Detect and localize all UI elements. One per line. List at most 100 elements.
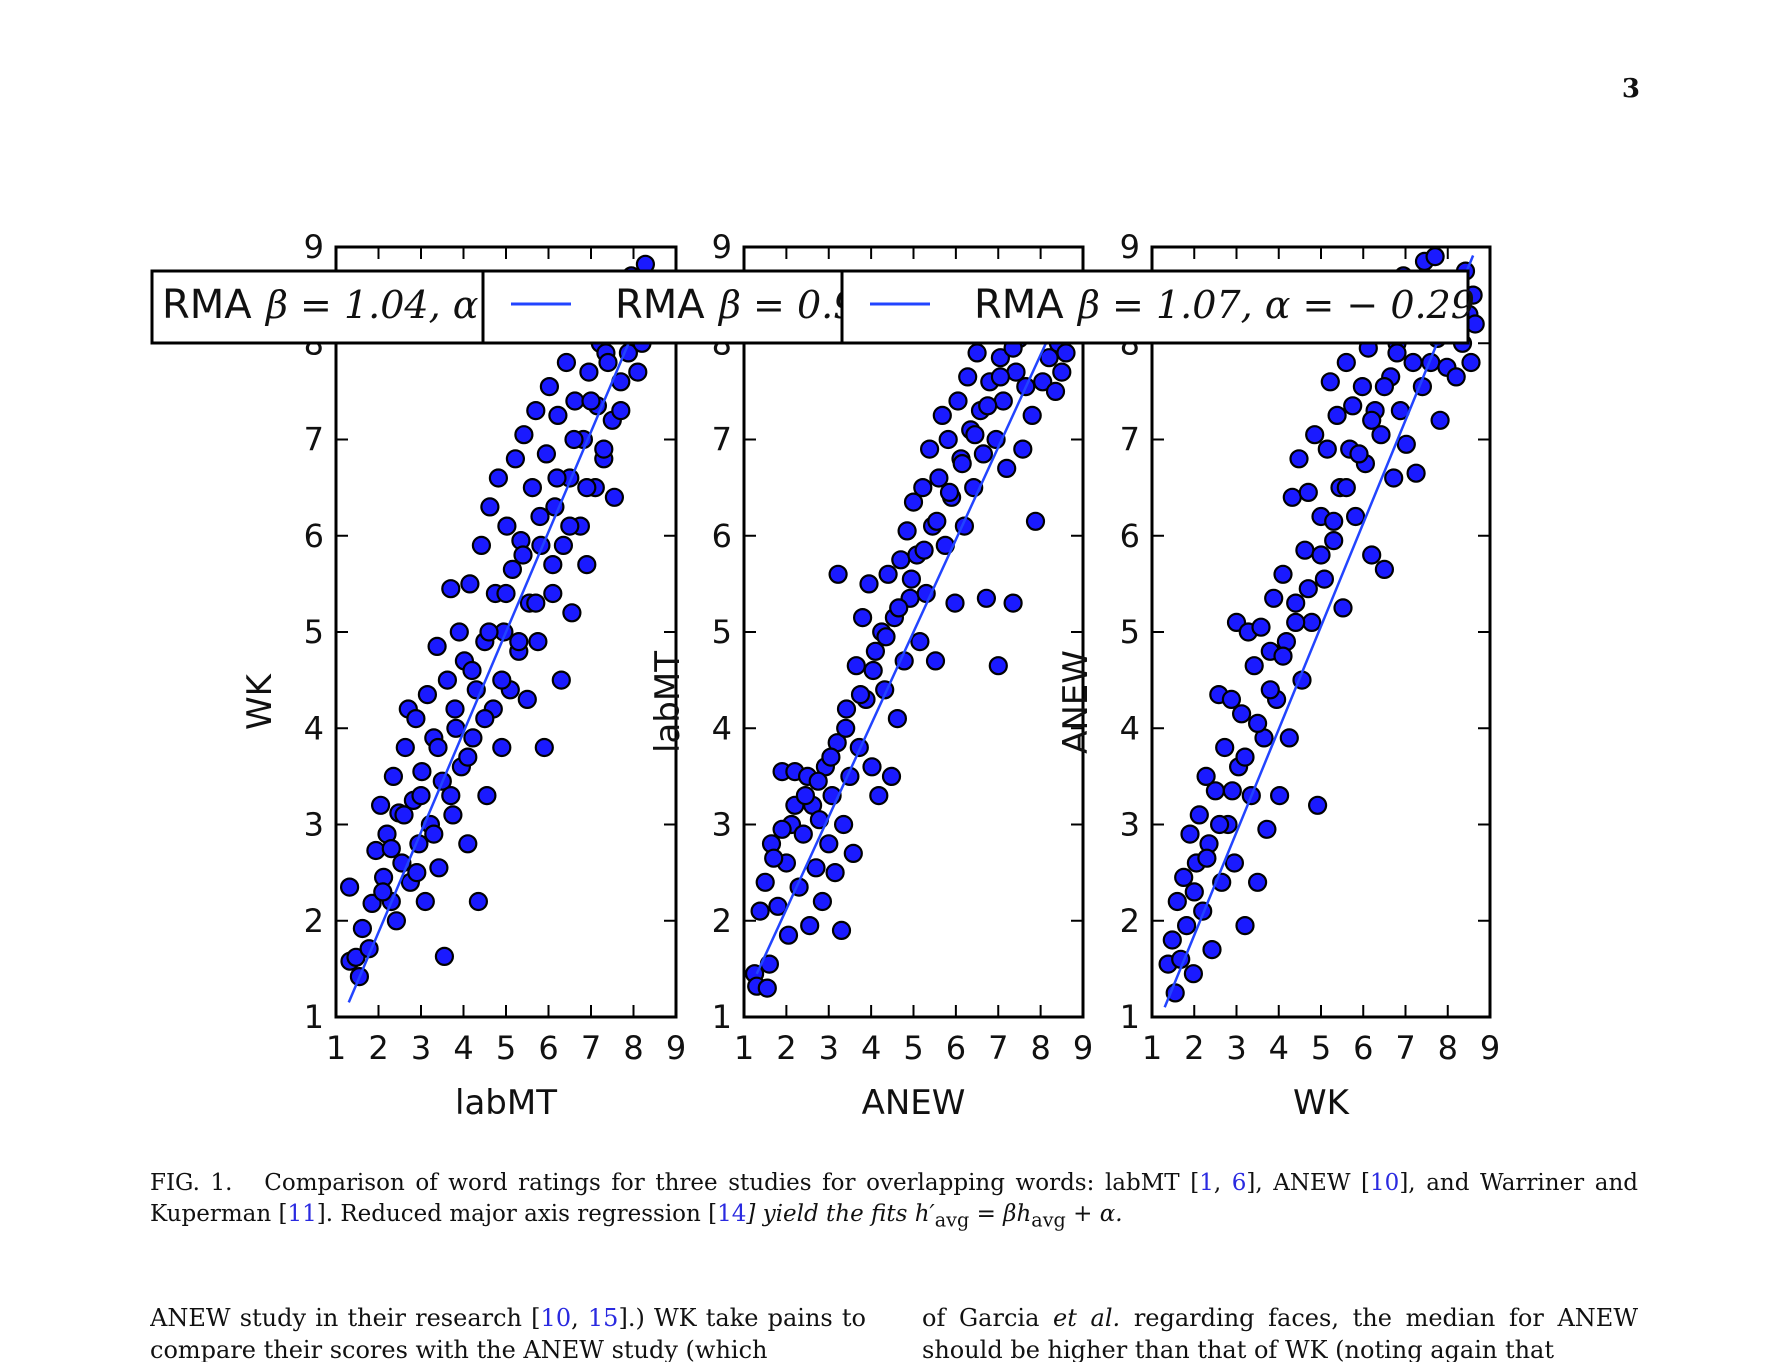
body-text: , <box>571 1304 588 1332</box>
scatter-point <box>997 458 1017 478</box>
scatter-point <box>990 348 1011 368</box>
scatter-point <box>913 478 933 498</box>
scatter-point <box>1305 425 1325 445</box>
legend-frame <box>150 269 494 345</box>
scatter-point <box>1406 463 1426 483</box>
scatter-point <box>1362 410 1382 430</box>
legend-math: β = 1.07, α = − 0.29 <box>1076 283 1475 327</box>
y-tick-label: 7 <box>1120 421 1140 459</box>
scatter-point <box>1282 487 1302 507</box>
scatter-point <box>366 840 386 861</box>
caption-label: FIG. 1. <box>150 1170 233 1196</box>
scatter-point <box>513 545 533 565</box>
scatter-point <box>468 891 488 912</box>
scatter-point <box>757 978 777 998</box>
scatter-point <box>340 877 360 897</box>
scatter-point <box>1279 728 1299 748</box>
scatter-point <box>910 631 930 652</box>
scatter-point <box>407 862 427 883</box>
scatter-point <box>952 454 972 474</box>
body-text-italic: et al. <box>1053 1304 1121 1332</box>
legend-math: β = 0.9 <box>717 283 857 327</box>
scatter-point <box>373 882 393 902</box>
x-tick-label: 9 <box>666 1029 686 1067</box>
scatter-point <box>543 583 563 604</box>
scatter-point <box>1215 737 1235 758</box>
scatter-point <box>497 516 517 536</box>
scatter-point <box>539 377 560 397</box>
caption-text: ] yield the fits h′ <box>746 1201 935 1227</box>
scatter-point <box>556 352 577 373</box>
scatter-point <box>939 482 960 502</box>
scatter-point <box>932 405 952 425</box>
scatter-point <box>889 598 909 618</box>
x-tick-label: 5 <box>1311 1029 1331 1067</box>
scatter-point <box>441 785 461 806</box>
page-number: 3 <box>1621 74 1640 104</box>
scatter-point <box>819 834 839 854</box>
legend-box-2: RMA β = 0.9 <box>481 269 857 345</box>
scatter-point <box>543 554 563 575</box>
scatter-point <box>1349 444 1369 464</box>
caption-text: = βh <box>969 1201 1032 1227</box>
scatter-point <box>878 564 898 584</box>
x-tick-label: 3 <box>1226 1029 1246 1067</box>
scatter-point <box>1222 781 1242 801</box>
scatter-point <box>1430 410 1450 430</box>
scatter-point <box>852 607 873 628</box>
scatter-point <box>1286 593 1306 613</box>
scatter-point <box>1205 781 1226 801</box>
scatter-point <box>1289 449 1309 469</box>
x-tick-label: 7 <box>581 1029 601 1067</box>
x-tick-label: 4 <box>1269 1029 1289 1067</box>
y-tick-label: 9 <box>304 228 324 266</box>
scatter-point <box>973 444 994 464</box>
citation-link[interactable]: 14 <box>717 1201 747 1227</box>
scatter-point <box>764 848 784 868</box>
caption-subscript: avg <box>1031 1208 1066 1232</box>
scatter-point <box>859 574 879 594</box>
scatter-point <box>1052 362 1072 382</box>
caption-text: ]. Reduced major axis regression [ <box>316 1201 718 1227</box>
scatter-point <box>808 771 828 791</box>
scatter-point <box>1345 506 1366 527</box>
scatter-point <box>1273 646 1293 666</box>
scatter-point <box>381 838 401 859</box>
scatter-point <box>1324 530 1344 551</box>
scatter-point <box>1251 617 1271 637</box>
scatter-point <box>833 814 854 835</box>
citation-link[interactable]: 6 <box>1231 1170 1247 1196</box>
scatter-point <box>352 918 372 939</box>
citation-link[interactable]: 10 <box>1370 1170 1400 1196</box>
citation-link[interactable]: 15 <box>587 1304 619 1332</box>
scatter-point <box>831 920 852 941</box>
citation-link[interactable]: 10 <box>540 1304 572 1332</box>
scatter-point <box>346 947 366 967</box>
legend-label: RMA <box>615 282 705 328</box>
points-group <box>340 254 661 1003</box>
citation-link[interactable]: 11 <box>287 1201 317 1227</box>
scatter-point <box>1260 680 1280 700</box>
scatter-point <box>415 891 435 912</box>
scatter-point <box>395 737 415 758</box>
scatter-point <box>948 391 968 411</box>
scatter-point <box>1033 372 1053 392</box>
scatter-point <box>496 583 516 604</box>
scatter-point <box>581 391 601 411</box>
scatter-point <box>929 468 949 488</box>
scatter-point <box>1231 704 1252 724</box>
scatter-point <box>806 858 826 878</box>
scatter-point <box>458 747 478 767</box>
scatter-point <box>1162 930 1182 950</box>
scatter-point <box>1264 588 1284 608</box>
citation-link[interactable]: 1 <box>1199 1170 1214 1196</box>
scatter-point <box>778 925 799 945</box>
y-tick-label: 4 <box>1120 709 1140 747</box>
scatter-point <box>443 805 463 825</box>
scatter-point <box>429 858 449 878</box>
scatter-point <box>1183 964 1204 984</box>
scatter-point <box>1269 785 1290 806</box>
scatter-point <box>577 478 597 498</box>
scatter-point <box>965 425 985 445</box>
scatter-point <box>865 641 886 661</box>
